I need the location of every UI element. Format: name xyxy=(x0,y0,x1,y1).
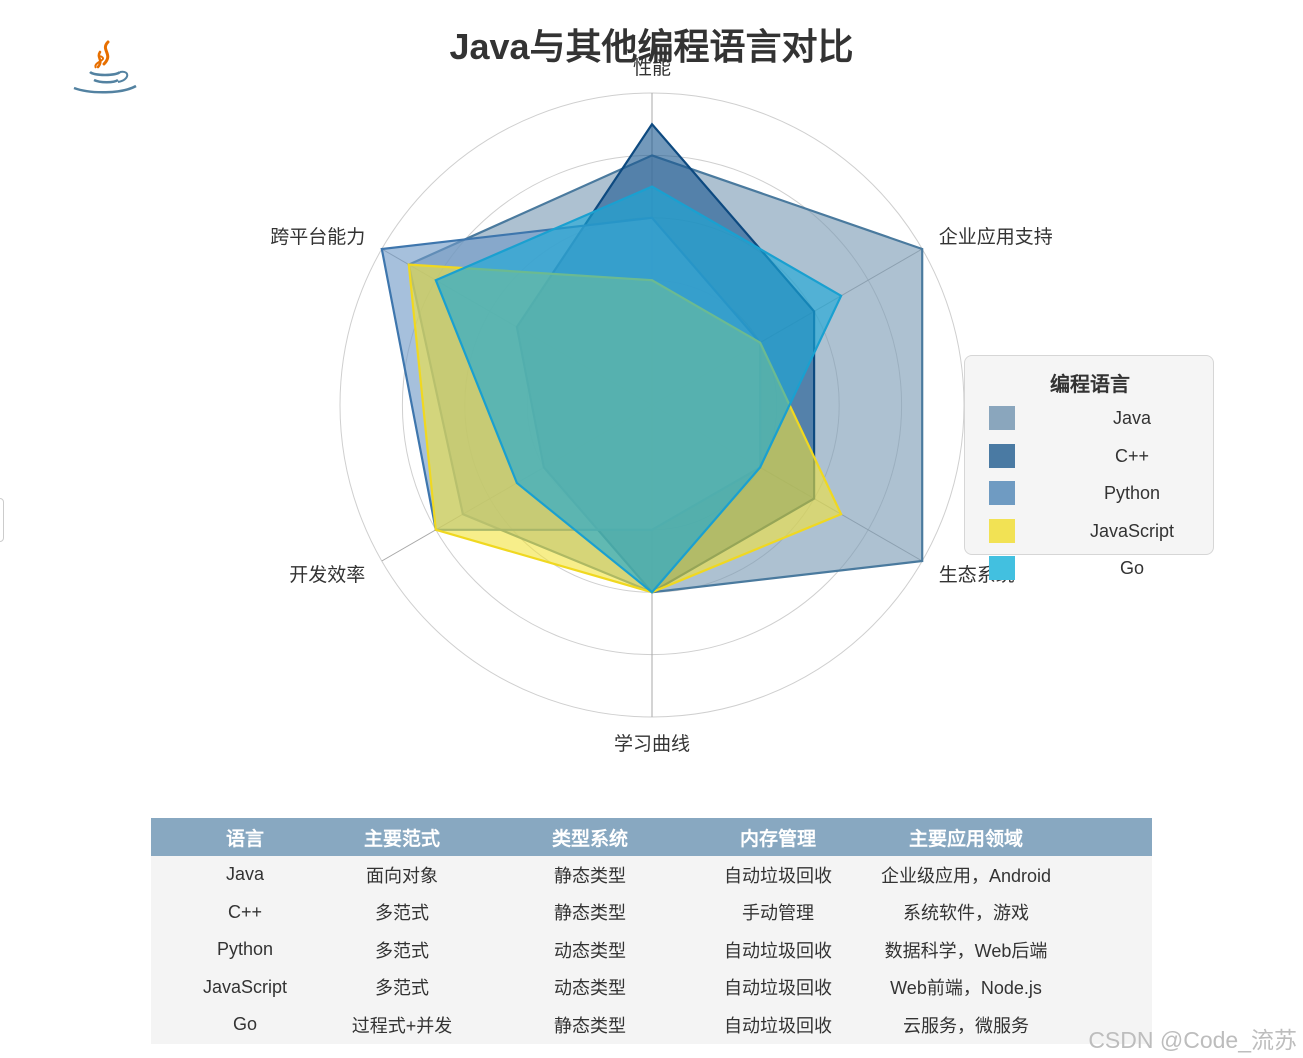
legend-title: 编程语言 xyxy=(1050,374,1130,396)
header-language: 语言 xyxy=(151,818,339,856)
legend-item-go[interactable]: Go xyxy=(989,556,1219,582)
legend-item-python[interactable]: Python xyxy=(989,481,1219,507)
cell-paradigm: 过程式+并发 xyxy=(339,1006,465,1044)
legend-item-java[interactable]: Java xyxy=(989,406,1219,432)
table-row: Python 多范式 动态类型 自动垃圾回收 数据科学，Web后端 xyxy=(151,931,1152,969)
table-row: JavaScript 多范式 动态类型 自动垃圾回收 Web前端，Node.js xyxy=(151,968,1152,1006)
cell-domains: 系统软件，游戏 xyxy=(841,893,1091,931)
cell-language: Java xyxy=(151,856,339,894)
cell-domains: 云服务，微服务 xyxy=(841,1006,1091,1044)
cell-spacer xyxy=(1091,856,1152,894)
header-paradigm: 主要范式 xyxy=(339,818,465,856)
legend-label: Python xyxy=(1103,483,1161,503)
cell-language: C++ xyxy=(151,893,339,931)
table-row: Go 过程式+并发 静态类型 自动垃圾回收 云服务，微服务 xyxy=(151,1006,1152,1044)
cell-type-system: 静态类型 xyxy=(465,856,715,894)
cell-paradigm: 多范式 xyxy=(339,931,465,969)
cell-language: JavaScript xyxy=(151,968,339,1006)
cell-spacer xyxy=(1091,931,1152,969)
header-memory: 内存管理 xyxy=(715,818,841,856)
java-logo-icon xyxy=(70,40,140,101)
cell-type-system: 静态类型 xyxy=(465,1006,715,1044)
legend-item-javascript[interactable]: JavaScript xyxy=(989,518,1219,545)
cell-memory: 自动垃圾回收 xyxy=(715,1006,841,1044)
legend-swatch xyxy=(989,481,1015,505)
series-go-area xyxy=(434,185,843,594)
header-spacer xyxy=(1091,818,1152,856)
legend: 编程语言 Java C++ Python JavaScript Go xyxy=(964,355,1214,580)
cell-spacer xyxy=(1091,1006,1152,1044)
axis-label-4: 开发效率 xyxy=(289,564,365,586)
legend-label: Java xyxy=(1112,408,1152,428)
cell-memory: 自动垃圾回收 xyxy=(715,931,841,969)
cell-domains: 数据科学，Web后端 xyxy=(841,931,1091,969)
legend-label: Go xyxy=(1119,558,1144,578)
legend-label: C++ xyxy=(1114,445,1150,466)
table-header-row: 语言 主要范式 类型系统 内存管理 主要应用领域 xyxy=(151,818,1152,856)
cell-domains: Web前端，Node.js xyxy=(841,968,1091,1006)
cell-spacer xyxy=(1091,968,1152,1006)
cell-language: Go xyxy=(151,1006,339,1044)
axis-label-3: 学习曲线 xyxy=(614,733,690,755)
cell-memory: 手动管理 xyxy=(715,893,841,931)
cell-domains: 企业级应用，Android xyxy=(841,856,1091,894)
header-type-system: 类型系统 xyxy=(465,818,715,856)
chart-title: Java与其他编程语言对比 xyxy=(449,26,854,67)
radar-series-layer xyxy=(380,122,924,594)
cell-language: Python xyxy=(151,931,339,969)
watermark: CSDN @Code_流苏 xyxy=(1088,1027,1297,1053)
legend-label: JavaScript xyxy=(1089,520,1175,541)
axis-label-5: 跨平台能力 xyxy=(270,226,365,248)
header-domains: 主要应用领域 xyxy=(841,818,1091,856)
cell-spacer xyxy=(1091,893,1152,931)
cell-paradigm: 多范式 xyxy=(339,968,465,1006)
cell-paradigm: 面向对象 xyxy=(339,856,465,894)
axis-label-0: 性能 xyxy=(633,57,671,79)
table-row: Java 面向对象 静态类型 自动垃圾回收 企业级应用，Android xyxy=(151,856,1152,894)
legend-swatch xyxy=(989,518,1015,543)
legend-item-c-[interactable]: C++ xyxy=(989,443,1219,470)
cell-paradigm: 多范式 xyxy=(339,893,465,931)
cell-type-system: 静态类型 xyxy=(465,893,715,931)
axis-label-1: 企业应用支持 xyxy=(939,226,1053,248)
cell-memory: 自动垃圾回收 xyxy=(715,856,841,894)
cell-type-system: 动态类型 xyxy=(465,931,715,969)
cell-type-system: 动态类型 xyxy=(465,968,715,1006)
table-row: C++ 多范式 静态类型 手动管理 系统软件，游戏 xyxy=(151,893,1152,931)
legend-swatch xyxy=(989,443,1015,468)
cell-memory: 自动垃圾回收 xyxy=(715,968,841,1006)
language-comparison-table: 语言 主要范式 类型系统 内存管理 主要应用领域 Java 面向对象 静态类型 … xyxy=(151,818,1152,1044)
legend-swatch xyxy=(989,556,1015,580)
legend-swatch xyxy=(989,406,1015,430)
